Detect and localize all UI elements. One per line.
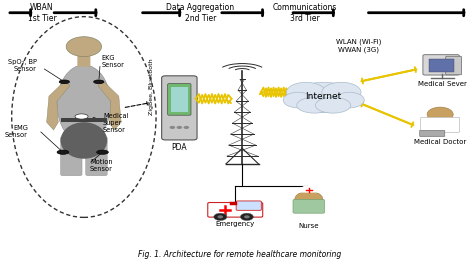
Text: Nurse: Nurse [299,223,319,229]
Ellipse shape [94,80,104,84]
Polygon shape [46,81,70,130]
Circle shape [66,37,101,56]
Ellipse shape [57,150,69,154]
FancyBboxPatch shape [168,84,191,115]
FancyBboxPatch shape [61,136,82,176]
Ellipse shape [283,92,313,108]
Text: PDA: PDA [172,143,187,152]
Text: Data Aggregation
2nd Tier: Data Aggregation 2nd Tier [166,3,234,23]
Ellipse shape [61,122,107,159]
FancyBboxPatch shape [236,201,261,210]
Ellipse shape [75,114,88,119]
Circle shape [240,213,254,220]
Ellipse shape [97,150,109,154]
Circle shape [183,126,189,129]
Text: Emergency: Emergency [216,221,255,227]
FancyBboxPatch shape [86,136,107,176]
Ellipse shape [59,80,70,84]
Circle shape [176,126,182,129]
Text: Medical
Super
Sensor: Medical Super Sensor [103,113,128,133]
FancyBboxPatch shape [61,118,107,122]
Ellipse shape [57,65,110,143]
FancyBboxPatch shape [419,130,445,136]
Ellipse shape [322,82,361,102]
FancyBboxPatch shape [162,76,197,140]
Circle shape [214,213,227,220]
Text: EKG
Sensor: EKG Sensor [101,55,125,68]
Circle shape [427,107,453,122]
Circle shape [295,191,323,207]
Text: Communications
3rd Tier: Communications 3rd Tier [273,3,337,23]
Text: Internet: Internet [306,92,342,101]
FancyBboxPatch shape [77,53,91,67]
Text: Medical Sever: Medical Sever [418,81,467,86]
FancyBboxPatch shape [423,55,459,75]
Ellipse shape [335,92,364,108]
Text: WLAN (Wi-Fi)
WWAN (3G): WLAN (Wi-Fi) WWAN (3G) [336,38,382,52]
Circle shape [244,215,250,218]
FancyBboxPatch shape [171,87,188,112]
Text: Fig. 1. Architecture for remote healthcare monitoring: Fig. 1. Architecture for remote healthca… [138,250,342,259]
Ellipse shape [286,82,326,102]
Ellipse shape [297,98,332,113]
Polygon shape [296,187,322,193]
FancyBboxPatch shape [208,202,263,217]
FancyBboxPatch shape [420,117,460,132]
Text: ZigBee, Bluetooth: ZigBee, Bluetooth [149,59,154,115]
Text: EMG
Sensor: EMG Sensor [5,125,28,138]
Text: SpO₂, BP
Sensor: SpO₂, BP Sensor [8,59,37,72]
FancyBboxPatch shape [428,59,454,72]
Circle shape [170,126,175,129]
Text: Medical Doctor: Medical Doctor [414,139,466,145]
Ellipse shape [315,98,351,113]
Text: Motion
Sensor: Motion Sensor [90,159,113,172]
Circle shape [218,215,223,218]
FancyBboxPatch shape [293,199,325,213]
Ellipse shape [292,82,356,113]
Polygon shape [98,81,121,130]
FancyBboxPatch shape [446,56,462,75]
Text: WBAN
1st Tier: WBAN 1st Tier [27,3,56,23]
